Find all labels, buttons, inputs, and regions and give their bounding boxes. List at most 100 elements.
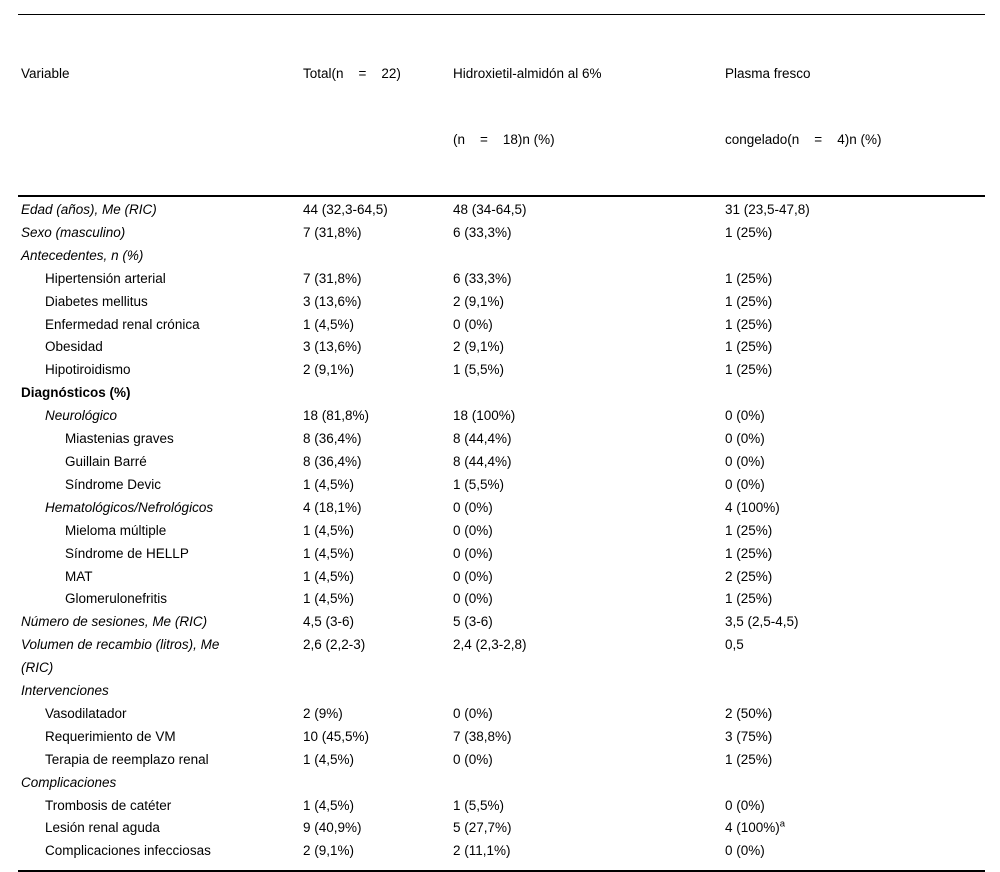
total-cell: 2,6 (2,2-3) bbox=[303, 637, 366, 653]
variable-cell: Síndrome Devic bbox=[65, 476, 162, 492]
table-row: Complicaciones infecciosas 2 (9,1%) 2 (1… bbox=[18, 840, 985, 871]
plasma-cell: 4 (100%) bbox=[725, 499, 780, 515]
table-row: Síndrome Devic 1 (4,5%) 1 (5,5%) 0 (0%) bbox=[18, 474, 985, 497]
hidroxietil-cell: 7 (38,8%) bbox=[453, 728, 512, 744]
total-cell bbox=[303, 680, 453, 703]
plasma-cell: 1 (25%) bbox=[725, 293, 773, 309]
col-header-hidroxietil: Hidroxietil-almidón al 6% (n = 18)n (%) bbox=[453, 14, 725, 197]
total-cell: 1 (4,5%) bbox=[303, 316, 355, 332]
table-row: Sexo (masculino) 7 (31,8%) 6 (33,3%) 1 (… bbox=[18, 222, 985, 245]
hidroxietil-cell: 0 (0%) bbox=[453, 591, 493, 607]
variable-cell: Número de sesiones, Me (RIC) bbox=[21, 614, 208, 630]
total-cell: 4,5 (3-6) bbox=[303, 614, 355, 630]
table-row: Guillain Barré 8 (36,4%) 8 (44,4%) 0 (0%… bbox=[18, 451, 985, 474]
hidroxietil-cell: 1 (5,5%) bbox=[453, 797, 505, 813]
table-row: MAT 1 (4,5%) 0 (0%) 2 (25%) bbox=[18, 566, 985, 589]
variable-cell: Hipotiroidismo bbox=[45, 362, 131, 378]
hidroxietil-cell: 8 (44,4%) bbox=[453, 431, 512, 447]
total-cell bbox=[303, 772, 453, 795]
variable-cell: Requerimiento de VM bbox=[45, 728, 176, 744]
table-row: Trombosis de catéter 1 (4,5%) 1 (5,5%) 0… bbox=[18, 795, 985, 818]
hidroxietil-cell: 2 (9,1%) bbox=[453, 339, 505, 355]
table-row: Hipotiroidismo 2 (9,1%) 1 (5,5%) 1 (25%) bbox=[18, 359, 985, 382]
table-row: Volumen de recambio (litros), Me (RIC) 2… bbox=[18, 634, 985, 680]
clinical-characteristics-table: Variable Total(n = 22) Hidroxietil-almid… bbox=[18, 14, 985, 872]
plasma-cell: 0,5 bbox=[725, 637, 744, 653]
plasma-cell: 1 (25%) bbox=[725, 224, 773, 240]
table-row: Lesión renal aguda 9 (40,9%) 5 (27,7%) 4… bbox=[18, 817, 985, 840]
total-cell: 1 (4,5%) bbox=[303, 751, 355, 767]
total-cell: 7 (31,8%) bbox=[303, 224, 362, 240]
total-cell bbox=[303, 382, 453, 405]
table-row: Vasodilatador 2 (9%) 0 (0%) 2 (50%) bbox=[18, 703, 985, 726]
table-row: Enfermedad renal crónica 1 (4,5%) 0 (0%)… bbox=[18, 314, 985, 337]
hidroxietil-cell: 0 (0%) bbox=[453, 545, 493, 561]
variable-cell: Edad (años), Me (RIC) bbox=[21, 202, 157, 217]
plasma-cell: 0 (0%) bbox=[725, 431, 765, 447]
total-cell: 1 (4,5%) bbox=[303, 476, 355, 492]
total-cell: 2 (9%) bbox=[303, 705, 343, 721]
plasma-cell: 1 (25%) bbox=[725, 545, 773, 561]
total-cell: 3 (13,6%) bbox=[303, 293, 362, 309]
hidroxietil-cell bbox=[453, 245, 725, 268]
variable-cell: Síndrome de HELLP bbox=[65, 545, 189, 561]
hidroxietil-cell: 1 (5,5%) bbox=[453, 362, 505, 378]
total-cell: 2 (9,1%) bbox=[303, 362, 355, 378]
document-page: Variable Total(n = 22) Hidroxietil-almid… bbox=[18, 14, 985, 872]
header-line: Total(n = 22) bbox=[303, 66, 401, 81]
header-row: Variable Total(n = 22) Hidroxietil-almid… bbox=[18, 14, 985, 197]
variable-cell: Complicaciones bbox=[21, 774, 117, 790]
hidroxietil-cell: 0 (0%) bbox=[453, 316, 493, 332]
variable-cell: Hipertensión arterial bbox=[45, 270, 166, 286]
total-cell: 1 (4,5%) bbox=[303, 522, 355, 538]
header-line: Plasma fresco bbox=[725, 66, 811, 81]
plasma-cell: 1 (25%) bbox=[725, 591, 773, 607]
header-line: (n = 18)n (%) bbox=[453, 132, 555, 147]
total-cell bbox=[303, 245, 453, 268]
plasma-cell: 0 (0%) bbox=[725, 476, 765, 492]
table-row: Hematológicos/Nefrológicos 4 (18,1%) 0 (… bbox=[18, 497, 985, 520]
table-row: Diagnósticos (%) bbox=[18, 382, 985, 405]
hidroxietil-cell bbox=[453, 680, 725, 703]
total-cell: 8 (36,4%) bbox=[303, 431, 362, 447]
variable-cell: Mieloma múltiple bbox=[65, 522, 167, 538]
total-cell: 8 (36,4%) bbox=[303, 453, 362, 469]
plasma-cell bbox=[725, 382, 985, 405]
variable-cell: Antecedentes, n (%) bbox=[21, 247, 144, 263]
variable-cell: Guillain Barré bbox=[65, 453, 147, 469]
plasma-cell: 2 (25%) bbox=[725, 568, 773, 584]
plasma-cell bbox=[725, 245, 985, 268]
total-cell: 1 (4,5%) bbox=[303, 545, 355, 561]
hidroxietil-cell: 0 (0%) bbox=[453, 705, 493, 721]
total-cell: 1 (4,5%) bbox=[303, 591, 355, 607]
header-line: congelado(n = 4)n (%) bbox=[725, 132, 882, 147]
plasma-cell: 1 (25%) bbox=[725, 270, 773, 286]
table-row: Diabetes mellitus 3 (13,6%) 2 (9,1%) 1 (… bbox=[18, 291, 985, 314]
plasma-cell: 1 (25%) bbox=[725, 316, 773, 332]
plasma-cell: 0 (0%) bbox=[725, 453, 765, 469]
variable-cell: Miastenias graves bbox=[65, 431, 174, 447]
plasma-cell: 3 (75%) bbox=[725, 728, 773, 744]
variable-cell: Volumen de recambio (litros), Me (RIC) bbox=[21, 637, 220, 676]
table-body: Edad (años), Me (RIC) 44 (32,3-64,5) 48 … bbox=[18, 196, 985, 871]
col-header-plasma: Plasma fresco congelado(n = 4)n (%) bbox=[725, 14, 985, 197]
header-line: Variable bbox=[21, 66, 70, 81]
hidroxietil-cell: 18 (100%) bbox=[453, 408, 516, 424]
variable-cell: MAT bbox=[65, 568, 93, 584]
plasma-cell: 2 (50%) bbox=[725, 705, 773, 721]
table-row: Glomerulonefritis 1 (4,5%) 0 (0%) 1 (25%… bbox=[18, 588, 985, 611]
plasma-cell: 0 (0%) bbox=[725, 797, 765, 813]
plasma-cell: 0 (0%) bbox=[725, 408, 765, 424]
total-cell: 9 (40,9%) bbox=[303, 820, 362, 836]
plasma-cell: 1 (25%) bbox=[725, 339, 773, 355]
col-header-total: Total(n = 22) bbox=[303, 14, 453, 197]
variable-cell: Glomerulonefritis bbox=[65, 591, 168, 607]
variable-cell: Intervenciones bbox=[21, 683, 109, 699]
hidroxietil-cell: 0 (0%) bbox=[453, 522, 493, 538]
total-cell: 3 (13,6%) bbox=[303, 339, 362, 355]
total-cell: 4 (18,1%) bbox=[303, 499, 362, 515]
hidroxietil-cell: 2 (9,1%) bbox=[453, 293, 505, 309]
table-row: Antecedentes, n (%) bbox=[18, 245, 985, 268]
hidroxietil-cell: 2 (11,1%) bbox=[453, 843, 511, 859]
plasma-cell bbox=[725, 772, 985, 795]
